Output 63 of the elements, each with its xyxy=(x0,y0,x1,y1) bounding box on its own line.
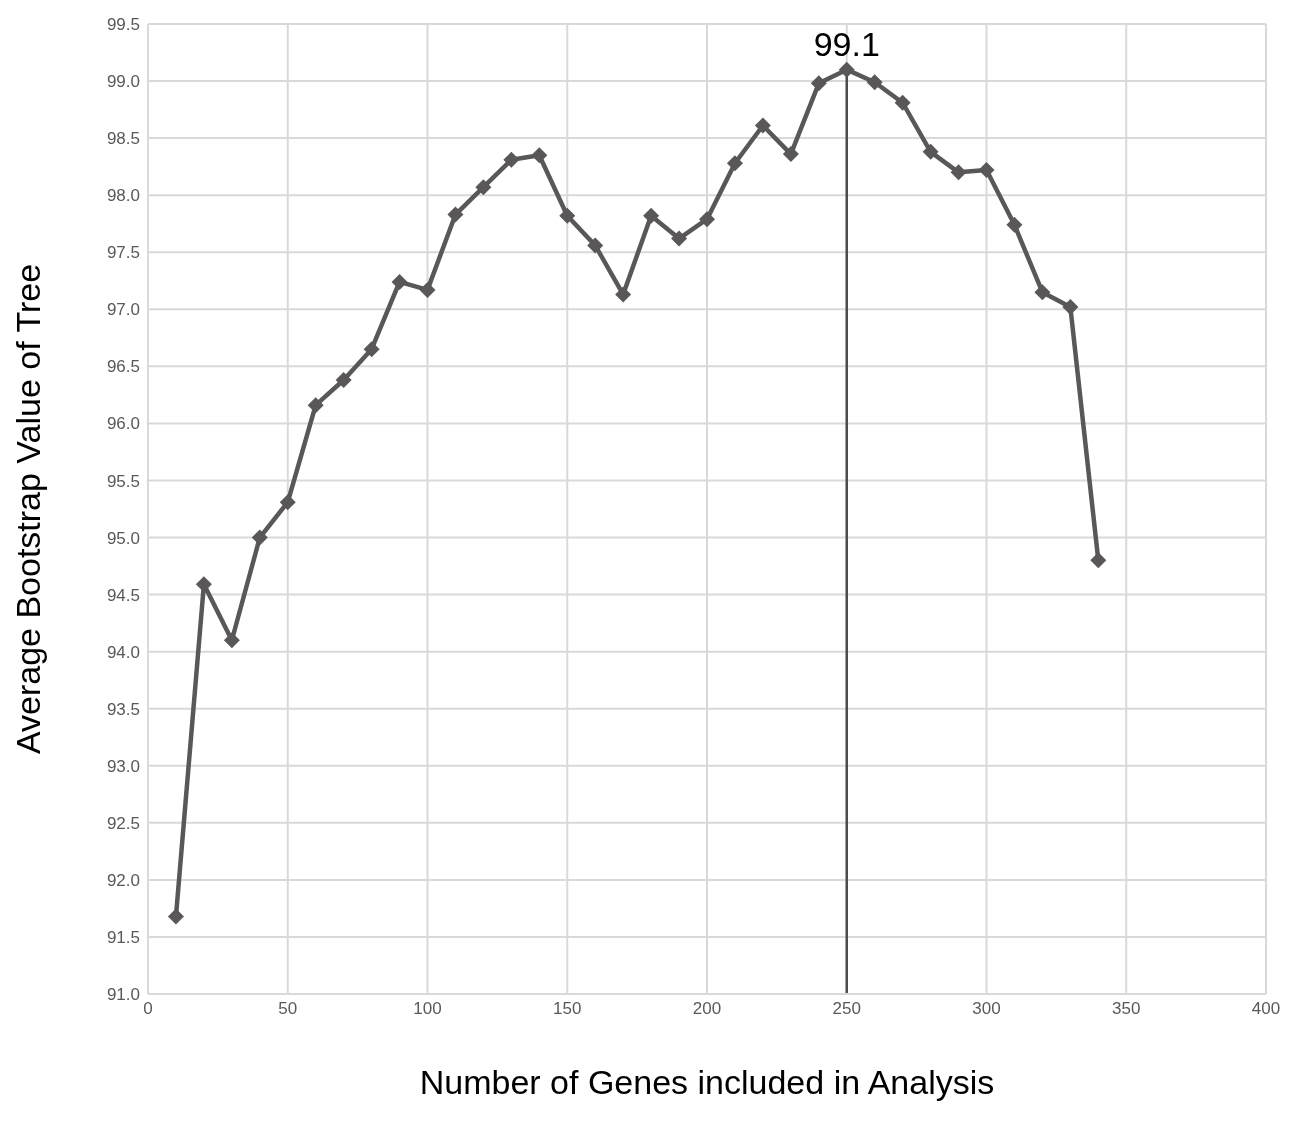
y-tick-label: 98.5 xyxy=(106,129,140,149)
point xyxy=(894,94,911,111)
point xyxy=(587,237,604,254)
y-tick-label: 93.0 xyxy=(106,756,140,776)
x-tick-label: 250 xyxy=(832,999,861,1019)
point xyxy=(279,494,296,511)
point xyxy=(699,211,715,228)
point xyxy=(615,286,632,303)
point xyxy=(782,146,799,163)
point xyxy=(866,74,883,91)
point xyxy=(503,151,520,168)
point xyxy=(167,908,184,925)
x-tick-label: 350 xyxy=(1112,999,1141,1019)
x-tick-label: 0 xyxy=(143,999,153,1019)
x-tick-label: 150 xyxy=(553,999,582,1019)
x-tick-label: 50 xyxy=(278,999,298,1019)
y-tick-label: 96.5 xyxy=(106,357,140,377)
y-tick-label: 96.0 xyxy=(106,414,140,434)
point xyxy=(671,230,688,247)
point xyxy=(531,147,548,164)
y-tick-label: 97.0 xyxy=(106,300,140,320)
point xyxy=(1006,216,1023,233)
point xyxy=(1090,552,1107,569)
point xyxy=(950,164,967,181)
y-tick-label: 97.5 xyxy=(106,243,140,263)
x-tick-label: 400 xyxy=(1251,999,1281,1019)
point xyxy=(447,206,464,223)
point xyxy=(335,372,352,389)
point xyxy=(223,632,240,649)
point xyxy=(810,75,827,92)
y-tick-label: 94.0 xyxy=(106,642,140,662)
point xyxy=(559,207,576,224)
y-axis-title: Average Bootstrap Value of Tree xyxy=(9,263,48,755)
point xyxy=(251,529,268,546)
x-tick-label: 200 xyxy=(692,999,722,1019)
point xyxy=(419,281,436,298)
point xyxy=(754,117,771,134)
point xyxy=(726,155,743,172)
point xyxy=(1062,299,1079,316)
point xyxy=(363,341,380,358)
point xyxy=(475,179,492,196)
y-tick-label: 99.5 xyxy=(106,15,140,35)
point xyxy=(643,207,660,224)
y-tick-label: 91.0 xyxy=(106,985,140,1005)
y-tick-label: 92.0 xyxy=(106,870,140,890)
y-tick-label: 94.5 xyxy=(106,585,140,605)
y-tick-label: 98.0 xyxy=(106,186,140,206)
point xyxy=(838,61,855,78)
x-tick-label: 300 xyxy=(972,999,1001,1019)
point xyxy=(1034,284,1051,301)
point xyxy=(391,273,408,290)
y-tick-label: 91.5 xyxy=(106,927,140,947)
data-label: 99.1 xyxy=(813,24,880,63)
point xyxy=(307,397,324,414)
y-tick-label: 95.0 xyxy=(106,528,140,548)
y-tick-label: 95.5 xyxy=(106,471,140,491)
y-tick-label: 99.0 xyxy=(106,72,140,92)
y-tick-label: 92.5 xyxy=(106,813,140,833)
point xyxy=(978,162,995,179)
point xyxy=(922,143,939,160)
x-tick-label: 100 xyxy=(413,999,442,1019)
x-axis-title: Number of Genes included in Analysis xyxy=(419,1063,995,1101)
y-tick-label: 93.5 xyxy=(106,699,140,719)
